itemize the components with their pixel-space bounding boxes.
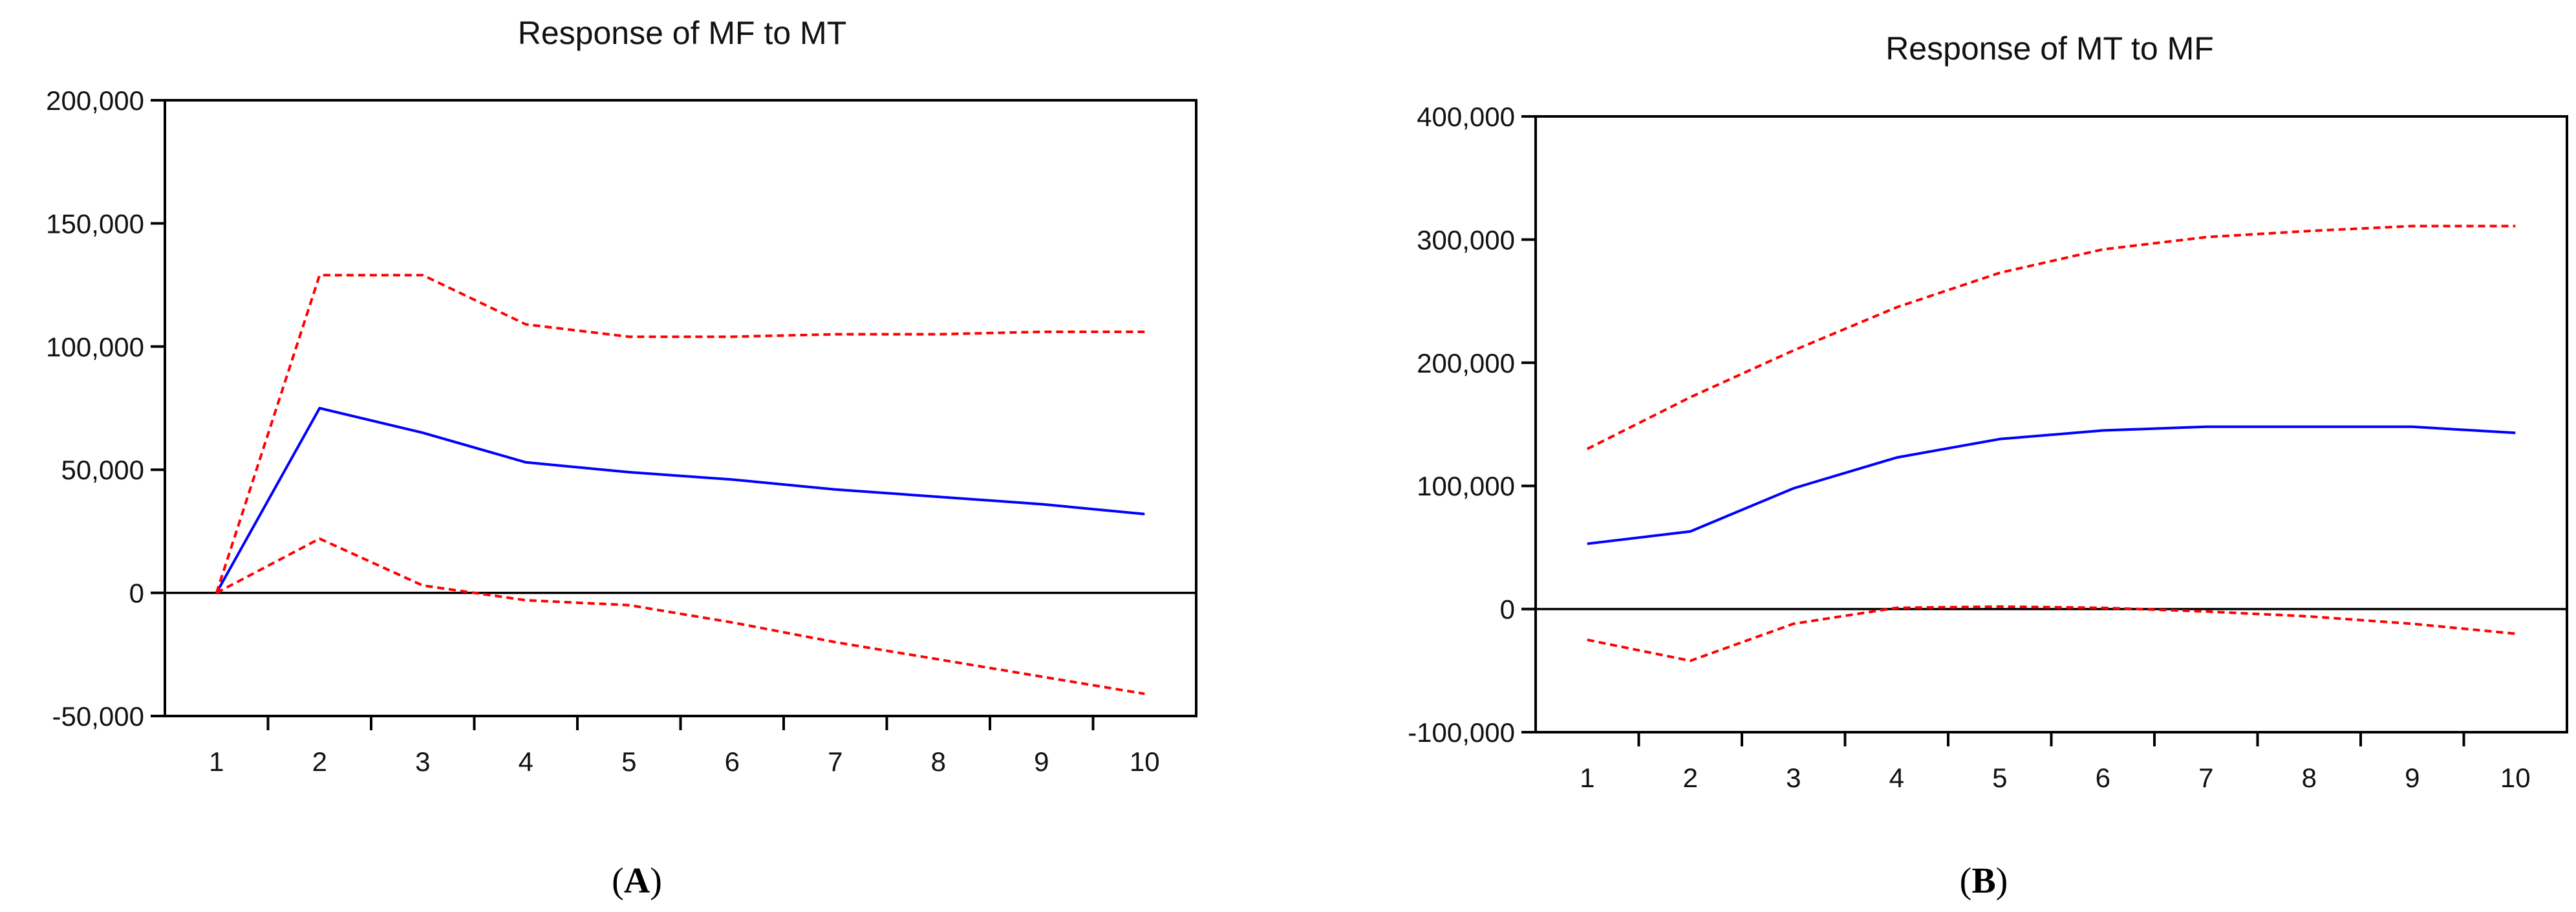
- chart-panel-b: Response of MT to MF -100,000 0 100,000 200…: [1408, 30, 2568, 901]
- chart-b-y-tick-label: 100,000: [1417, 471, 1515, 501]
- chart-b-series-lower-band: [1587, 605, 2516, 662]
- chart-a-caption: (A): [612, 861, 662, 901]
- chart-b-plot-frame: [1534, 115, 2568, 733]
- chart-a-series-lower-band: [215, 537, 1145, 695]
- chart-b-title: Response of MT to MF: [1885, 30, 2214, 67]
- chart-a-x-tick-label: 5: [621, 746, 636, 777]
- chart-b-x-tick-label: 4: [1889, 763, 1904, 793]
- chart-a-series-response: [215, 407, 1145, 594]
- chart-b-x-tick-label: 10: [2500, 763, 2531, 793]
- chart-a-series-upper-band: [215, 274, 1145, 594]
- chart-a-y-tick-label: 100,000: [46, 332, 144, 362]
- chart-b-y-tick-label: 0: [1500, 594, 1515, 625]
- chart-a-y-axis: -50,000 0 50,000 100,000 150,000 200,000: [46, 85, 165, 732]
- chart-panel-a: Response of MF to MT -50,000 0 50,000 100,0…: [46, 15, 1197, 901]
- chart-a-y-tick-label: 50,000: [61, 455, 144, 485]
- chart-a-x-tick-label: 4: [519, 746, 533, 777]
- chart-b-x-tick-label: 2: [1683, 763, 1698, 793]
- chart-a-x-tick-label: 3: [415, 746, 430, 777]
- chart-a-series: [215, 274, 1145, 695]
- chart-a-x-tick-label: 7: [828, 746, 843, 777]
- chart-b-x-tick-label: 1: [1580, 763, 1594, 793]
- chart-b-x-tick-label: 9: [2405, 763, 2420, 793]
- chart-a-title: Response of MF to MT: [518, 15, 847, 51]
- chart-b-y-tick-label: 300,000: [1417, 224, 1515, 255]
- chart-b-x-tick-label: 3: [1786, 763, 1801, 793]
- chart-a-x-tick-label: 6: [725, 746, 740, 777]
- chart-a-x-tick-label: 2: [312, 746, 327, 777]
- chart-b-series: [1586, 224, 2516, 662]
- chart-b-y-tick-label: -100,000: [1408, 717, 1515, 748]
- chart-b-x-tick-label: 5: [1992, 763, 2007, 793]
- chart-b-caption: (B): [1960, 861, 2008, 901]
- chart-a-x-tick-label: 9: [1034, 746, 1049, 777]
- chart-b-x-tick-label: 6: [2096, 763, 2110, 793]
- chart-b-y-tick-label: 200,000: [1417, 348, 1515, 378]
- chart-b-y-axis: -100,000 0 100,000 200,000 300,000 400,000: [1408, 102, 1536, 748]
- chart-a-y-tick-label: 0: [129, 578, 144, 609]
- chart-b-series-response: [1587, 425, 2516, 545]
- chart-a-x-tick-label: 1: [209, 746, 224, 777]
- chart-a-y-tick-label: 200,000: [46, 85, 144, 116]
- chart-a-x-axis: 1 2 3 4 5 6 7 8 9 10: [209, 716, 1160, 777]
- chart-b-y-tick-label: 400,000: [1417, 102, 1515, 132]
- chart-b-x-axis: 1 2 3 4 5 6 7 8 9 10: [1580, 732, 2531, 793]
- chart-a-x-tick-label: 8: [931, 746, 946, 777]
- chart-b-x-tick-label: 8: [2302, 763, 2317, 793]
- chart-a-x-tick-label: 10: [1130, 746, 1160, 777]
- chart-b-x-tick-label: 7: [2198, 763, 2213, 793]
- chart-a-y-tick-label: 150,000: [46, 208, 144, 239]
- chart-b-series-upper-band: [1586, 224, 2516, 450]
- chart-a-y-tick-label: -50,000: [52, 701, 144, 732]
